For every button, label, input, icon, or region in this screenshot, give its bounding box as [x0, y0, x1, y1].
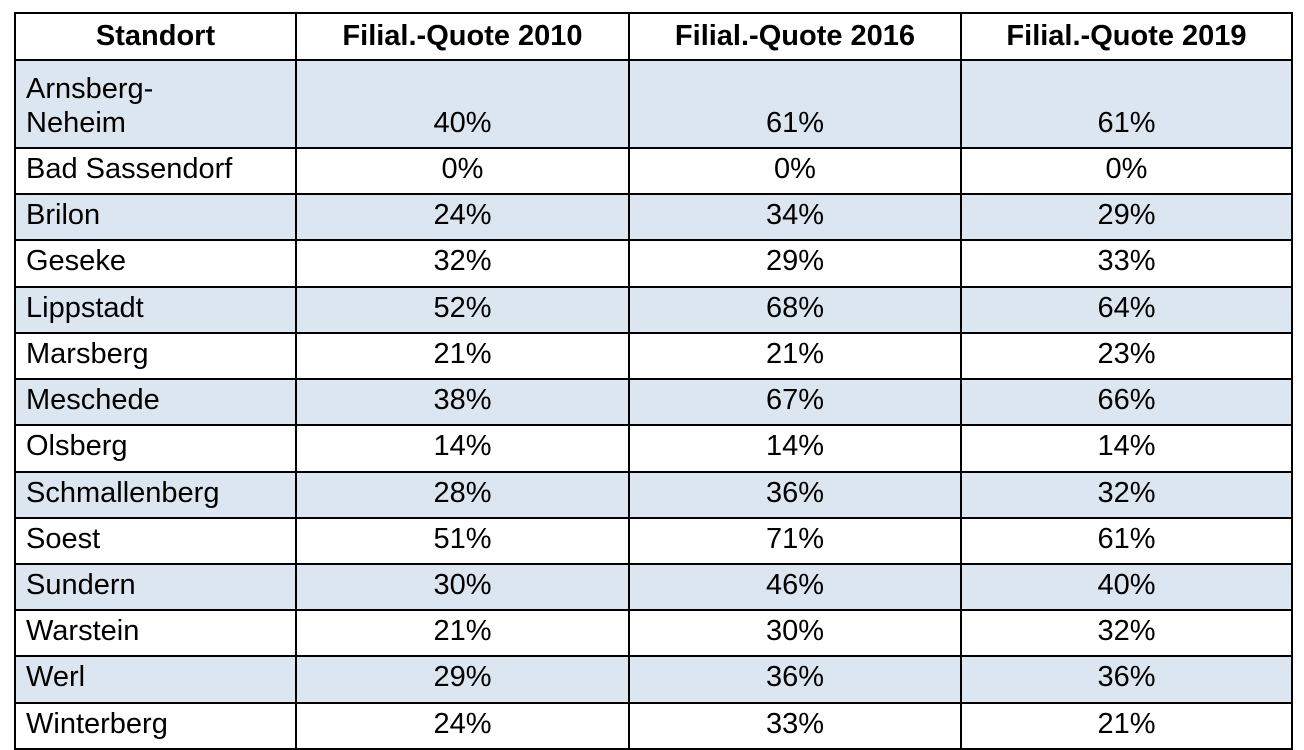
quote-cell: 24%: [295, 193, 630, 242]
filial-quote-table: Standort Filial.-Quote 2010 Filial.-Quot…: [14, 12, 1293, 750]
standort-cell: Winterberg: [14, 701, 297, 750]
quote-cell: 30%: [295, 562, 630, 612]
quote-cell: 34%: [628, 193, 962, 242]
quote-cell: 14%: [960, 424, 1293, 473]
table-body: Arnsberg- Neheim 40% 61% 61% Bad Sassendorf 0…: [14, 59, 1293, 750]
column-header-quote-2010: Filial.-Quote 2010: [295, 12, 630, 61]
table-row: Olsberg 14% 14% 14%: [14, 424, 1293, 473]
quote-cell: 61%: [960, 516, 1293, 565]
quote-cell: 28%: [295, 470, 630, 519]
table-row: Werl 29% 36% 36%: [14, 655, 1293, 704]
quote-cell: 0%: [295, 146, 630, 196]
quote-cell: 46%: [628, 562, 962, 612]
header-row: Standort Filial.-Quote 2010 Filial.-Quot…: [14, 12, 1293, 61]
quote-cell: 67%: [628, 378, 962, 427]
table-row: Lippstadt 52% 68% 64%: [14, 285, 1293, 334]
table-row: Bad Sassendorf 0% 0% 0%: [14, 146, 1293, 196]
quote-cell: 40%: [295, 59, 630, 149]
standort-cell: Marsberg: [14, 331, 297, 381]
quote-cell: 68%: [628, 285, 962, 334]
quote-cell: 24%: [295, 701, 630, 750]
filial-quote-table-container: Standort Filial.-Quote 2010 Filial.-Quot…: [14, 12, 1293, 750]
quote-cell: 29%: [960, 193, 1293, 242]
quote-cell: 14%: [295, 424, 630, 473]
quote-cell: 36%: [628, 655, 962, 704]
standort-cell: Lippstadt: [14, 285, 297, 334]
standort-cell: Schmallenberg: [14, 470, 297, 519]
column-header-quote-2016: Filial.-Quote 2016: [628, 12, 962, 61]
quote-cell: 21%: [295, 331, 630, 381]
quote-cell: 51%: [295, 516, 630, 565]
standort-cell: Arnsberg- Neheim: [14, 59, 297, 149]
quote-cell: 0%: [628, 146, 962, 196]
quote-cell: 23%: [960, 331, 1293, 381]
quote-cell: 64%: [960, 285, 1293, 334]
standort-cell: Warstein: [14, 609, 297, 658]
quote-cell: 32%: [295, 239, 630, 288]
standort-cell: Soest: [14, 516, 297, 565]
quote-cell: 29%: [628, 239, 962, 288]
table-row: Geseke 32% 29% 33%: [14, 239, 1293, 288]
quote-cell: 61%: [960, 59, 1293, 149]
table-row: Warstein 21% 30% 32%: [14, 609, 1293, 658]
quote-cell: 36%: [628, 470, 962, 519]
quote-cell: 33%: [960, 239, 1293, 288]
quote-cell: 38%: [295, 378, 630, 427]
table-row: Meschede 38% 67% 66%: [14, 378, 1293, 427]
quote-cell: 66%: [960, 378, 1293, 427]
quote-cell: 32%: [960, 470, 1293, 519]
quote-cell: 21%: [960, 701, 1293, 750]
quote-cell: 36%: [960, 655, 1293, 704]
standort-cell: Bad Sassendorf: [14, 146, 297, 196]
standort-cell: Werl: [14, 655, 297, 704]
column-header-quote-2019: Filial.-Quote 2019: [960, 12, 1293, 61]
standort-cell: Geseke: [14, 239, 297, 288]
quote-cell: 61%: [628, 59, 962, 149]
standort-cell: Brilon: [14, 193, 297, 242]
standort-cell: Sundern: [14, 562, 297, 612]
standort-cell: Olsberg: [14, 424, 297, 473]
standort-cell: Meschede: [14, 378, 297, 427]
table-row: Schmallenberg 28% 36% 32%: [14, 470, 1293, 519]
quote-cell: 21%: [628, 331, 962, 381]
quote-cell: 71%: [628, 516, 962, 565]
table-row: Winterberg 24% 33% 21%: [14, 701, 1293, 750]
quote-cell: 29%: [295, 655, 630, 704]
quote-cell: 40%: [960, 562, 1293, 612]
quote-cell: 52%: [295, 285, 630, 334]
quote-cell: 21%: [295, 609, 630, 658]
quote-cell: 30%: [628, 609, 962, 658]
table-row: Sundern 30% 46% 40%: [14, 562, 1293, 612]
quote-cell: 33%: [628, 701, 962, 750]
quote-cell: 32%: [960, 609, 1293, 658]
table-row: Brilon 24% 34% 29%: [14, 193, 1293, 242]
table-row: Soest 51% 71% 61%: [14, 516, 1293, 565]
table-row: Marsberg 21% 21% 23%: [14, 331, 1293, 381]
column-header-standort: Standort: [14, 12, 297, 61]
quote-cell: 0%: [960, 146, 1293, 196]
table-row: Arnsberg- Neheim 40% 61% 61%: [14, 59, 1293, 149]
quote-cell: 14%: [628, 424, 962, 473]
table-header: Standort Filial.-Quote 2010 Filial.-Quot…: [14, 12, 1293, 61]
